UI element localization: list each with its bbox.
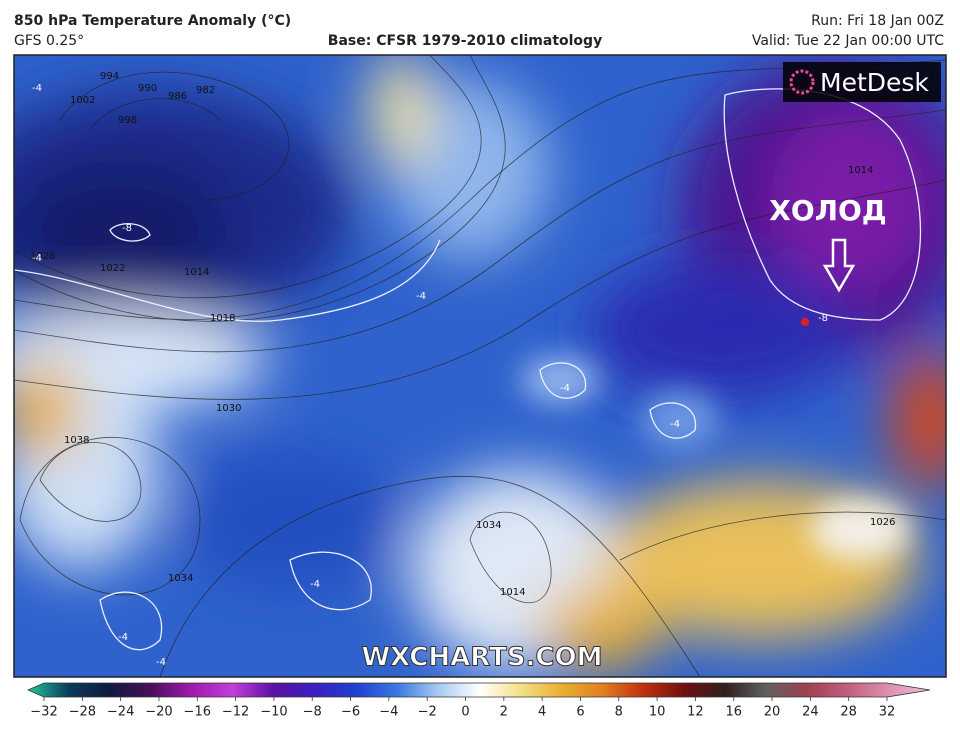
anomaly-label: -4 (156, 657, 166, 668)
annotation-arrow (822, 238, 856, 293)
colorbar-tick-label: −10 (260, 705, 287, 720)
map: 1002 998 994 990 986 982 1026 1022 1014 … (14, 55, 946, 677)
isobar-label: 1018 (210, 313, 235, 324)
isobar-label: 990 (138, 83, 157, 94)
colorbar-tick-label: −2 (418, 705, 437, 720)
colorbar-tick-label: 0 (461, 705, 469, 720)
isobar-label: 1014 (184, 267, 209, 278)
colorbar-tick-label: 2 (500, 705, 508, 720)
colorbar-bar (27, 682, 931, 698)
isobars (14, 55, 946, 677)
isobar-label: 1034 (168, 573, 193, 584)
colorbar-tick-label: −6 (341, 705, 360, 720)
colorbar-tick-label: −32 (30, 705, 57, 720)
model: GFS 0.25° (14, 33, 84, 49)
isobar-label: 1002 (70, 95, 95, 106)
anomaly-label: -8 (122, 223, 132, 234)
isobar-label: 994 (100, 71, 119, 82)
logo-text: MetDesk (820, 68, 929, 97)
isobar-label: 1030 (216, 403, 241, 414)
anomaly-label: -4 (310, 579, 320, 590)
anomaly-label: -4 (560, 383, 570, 394)
colorbar-tick-label: −8 (303, 705, 322, 720)
logo-background (783, 62, 941, 102)
title: 850 hPa Temperature Anomaly (°C) (14, 13, 291, 29)
anomaly-label: -4 (670, 419, 680, 430)
colorbar-tick-label: 10 (649, 705, 666, 720)
isobar-label: 1022 (100, 263, 125, 274)
anomaly-label: -4 (118, 632, 128, 643)
anomaly-label: -4 (32, 83, 42, 94)
colorbar-tick-label: −24 (107, 705, 134, 720)
colorbar-tick-label: 8 (615, 705, 623, 720)
run-time: Run: Fri 18 Jan 00Z (811, 13, 944, 29)
map-frame (13, 54, 947, 678)
colorbar-tick-label: −16 (184, 705, 211, 720)
isobar-label: 986 (168, 91, 187, 102)
colorbar-tick-label: 20 (764, 705, 781, 720)
colorbar-tick-label: −12 (222, 705, 249, 720)
colorbar-tick-label: 4 (538, 705, 546, 720)
isobar-label: 1038 (64, 435, 89, 446)
colorbar-tick-label: 32 (879, 705, 896, 720)
colorbar-tick-label: 6 (576, 705, 584, 720)
colorbar-tick-label: −20 (145, 705, 172, 720)
isobar-label: 1014 (848, 165, 873, 176)
colorbar-tick-label: 12 (687, 705, 704, 720)
colorbar-tick-label: 24 (802, 705, 819, 720)
anomaly-labels: -4 -8 -4 -8 -4 -4 -4 -4 -4 -4 (32, 83, 828, 668)
isobar-label: 1026 (870, 517, 895, 528)
colorbar-tick-label: −28 (69, 705, 96, 720)
watermark: WXCHARTS.COM (361, 643, 602, 673)
colorbar-tick-label: −4 (379, 705, 398, 720)
anomaly-label: -8 (818, 313, 828, 324)
colorbar: −32 −28 −24 −20 −16 −12 −10 −8 −6 −4 −2 0 2 4 6 8 10 12 16… (27, 682, 931, 720)
isobar-label: 982 (196, 85, 215, 96)
colorbar-tick-label: 28 (840, 705, 857, 720)
isobar-label: 1026 (30, 251, 55, 262)
colorbar-tick-label: 16 (725, 705, 742, 720)
anomaly-label: -4 (416, 291, 426, 302)
anomaly-field (14, 55, 946, 670)
isobar-label: 998 (118, 115, 137, 126)
anomaly-label: -4 (32, 253, 42, 264)
isobar-label: 1034 (476, 520, 501, 531)
logo: MetDesk (783, 62, 941, 102)
base-note: Base: CFSR 1979-2010 climatology (328, 33, 602, 49)
isobar-label: 1014 (500, 587, 525, 598)
annotation: ХОЛОД (769, 194, 886, 227)
location-dot (801, 318, 809, 326)
valid-time: Valid: Tue 22 Jan 00:00 UTC (752, 33, 944, 49)
isobar-labels: 1002 998 994 990 986 982 1026 1022 1014 … (30, 71, 895, 598)
logo-icon (789, 69, 815, 95)
